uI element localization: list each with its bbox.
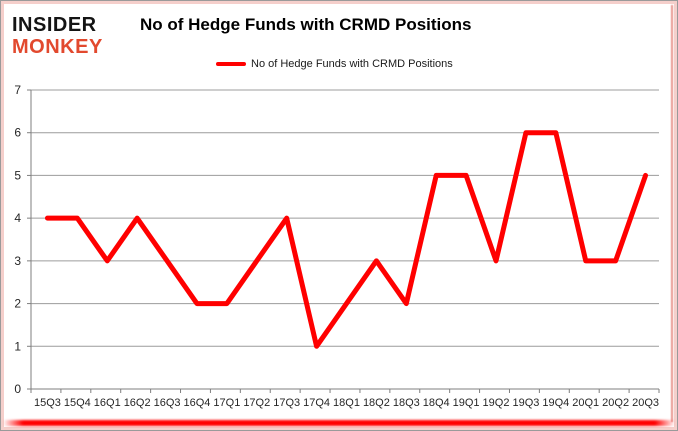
x-tick-label: 18Q1 (333, 397, 360, 409)
x-tick-label: 18Q2 (363, 397, 390, 409)
x-tick-label: 16Q4 (184, 397, 211, 409)
insider-monkey-logo: INSIDER MONKEY (12, 14, 103, 58)
x-tick-label: 16Q3 (154, 397, 181, 409)
x-tick-label: 16Q1 (94, 397, 121, 409)
x-tick-label: 15Q3 (34, 397, 61, 409)
x-tick-label: 20Q2 (602, 397, 629, 409)
chart-title: No of Hedge Funds with CRMD Positions (140, 15, 472, 34)
x-tick-label: 17Q3 (273, 397, 300, 409)
x-tick-label: 18Q3 (393, 397, 420, 409)
y-tick-label: 2 (14, 297, 21, 311)
x-tick-label: 19Q4 (542, 397, 569, 409)
right-red-glow (671, 5, 673, 422)
y-tick-label: 7 (14, 83, 21, 97)
x-tick-label: 17Q2 (243, 397, 270, 409)
x-tick-label: 16Q2 (124, 397, 151, 409)
logo-text-monkey: MONKEY (12, 36, 103, 58)
legend: No of Hedge Funds with CRMD Positions (216, 58, 453, 70)
x-tick-label: 20Q3 (632, 397, 659, 409)
bottom-red-glow (3, 420, 675, 426)
y-tick-label: 5 (14, 168, 21, 182)
x-tick-label: 19Q1 (453, 397, 480, 409)
x-tick-label: 19Q3 (512, 397, 539, 409)
legend-label: No of Hedge Funds with CRMD Positions (251, 58, 453, 70)
logo-text-insider: INSIDER (12, 14, 97, 36)
y-tick-label: 0 (14, 382, 21, 396)
x-tick-label: 17Q1 (213, 397, 240, 409)
legend-line-swatch (216, 62, 246, 66)
y-tick-label: 1 (14, 339, 21, 353)
x-tick-label: 17Q4 (303, 397, 330, 409)
y-tick-label: 4 (14, 211, 21, 225)
x-tick-label: 15Q4 (64, 397, 91, 409)
x-tick-label: 20Q1 (572, 397, 599, 409)
y-tick-label: 6 (14, 126, 21, 140)
x-tick-label: 18Q4 (423, 397, 450, 409)
x-tick-label: 19Q2 (483, 397, 510, 409)
data-series-line (44, 130, 649, 349)
y-tick-label: 3 (14, 254, 21, 268)
